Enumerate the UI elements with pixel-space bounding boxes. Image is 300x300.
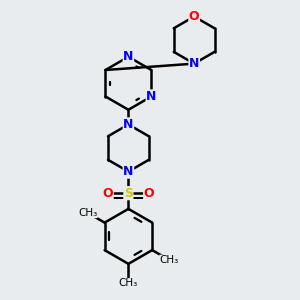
Text: S: S [124,187,133,200]
Text: O: O [103,187,113,200]
Text: N: N [123,118,134,131]
Text: O: O [144,187,154,200]
Text: N: N [123,165,134,178]
Text: N: N [189,57,200,70]
Text: N: N [123,50,134,63]
Text: CH₃: CH₃ [119,278,138,289]
Text: CH₃: CH₃ [160,255,179,265]
Text: CH₃: CH₃ [78,208,97,218]
Text: O: O [189,10,200,23]
Text: N: N [146,90,157,103]
